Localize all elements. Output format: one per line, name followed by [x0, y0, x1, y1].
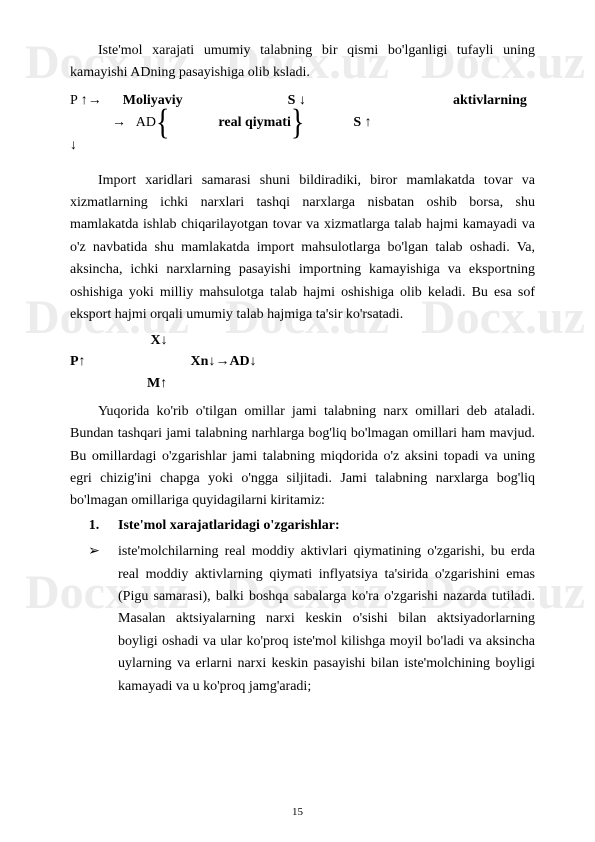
formula-bold: real qiymati: [169, 115, 290, 130]
arrow-list-item: ➢ iste'molchilarning real moddiy aktivla…: [70, 541, 535, 698]
paragraph-1: Iste'mol xarajati umumiy talabning bir q…: [70, 40, 535, 85]
arrow-bullet-icon: ➢: [70, 541, 118, 698]
formula-text: P ↑→: [70, 93, 123, 108]
formula-text: M↑: [70, 375, 535, 393]
numbered-list-item: 1. Iste'mol xarajatlaridagi o'zgarishlar…: [70, 515, 535, 537]
list-number: 1.: [70, 515, 118, 537]
page-content: Iste'mol xarajati umumiy talabning bir q…: [70, 40, 535, 698]
formula-text: X↓: [70, 332, 535, 350]
list-title: Iste'mol xarajatlaridagi o'zgarishlar:: [118, 515, 535, 537]
formula-block-1: P ↑→ Moliyaviy S ↓ aktivlarning → AD{ re…: [70, 91, 535, 156]
formula-block-2: X↓ P↑ Xn↓→AD↓ M↑: [70, 332, 535, 393]
paragraph-2: Import xaridlari samarasi shuni bildirad…: [70, 170, 535, 327]
formula-text: P↑ Xn↓→AD↓: [70, 353, 535, 371]
list-item-text: iste'molchilarning real moddiy aktivlari…: [118, 541, 535, 698]
formula-bold: Moliyaviy S ↓ aktivlarning: [123, 93, 527, 108]
formula-bold: S ↑: [304, 115, 371, 130]
paragraph-3: Yuqorida ko'rib o'tilgan omillar jami ta…: [70, 401, 535, 513]
page-number: 15: [292, 804, 303, 822]
formula-text: → AD: [70, 115, 156, 130]
